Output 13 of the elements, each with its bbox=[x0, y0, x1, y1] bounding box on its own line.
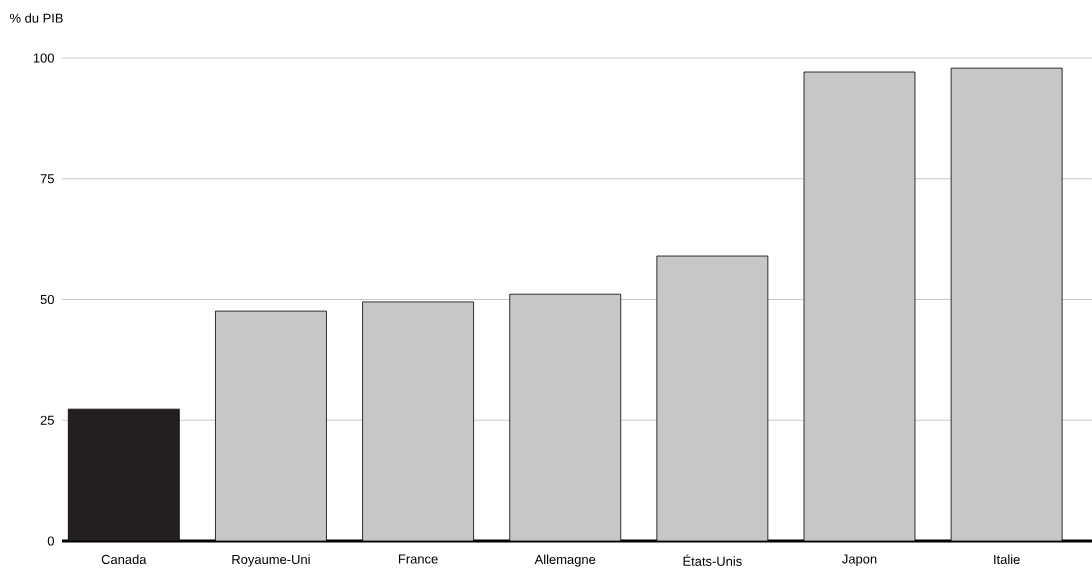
x-tick-label: Royaume-Uni bbox=[232, 554, 310, 567]
x-tick-label: Japon bbox=[842, 554, 877, 567]
x-tick-label: Canada bbox=[101, 554, 147, 565]
y-tick-label: 25 bbox=[40, 415, 54, 425]
x-tick-label: États-Unis bbox=[683, 554, 742, 566]
y-tick-label: 50 bbox=[40, 294, 54, 305]
y-tick-label: 0 bbox=[47, 536, 54, 546]
y-tick-label: 100 bbox=[33, 53, 54, 63]
x-tick-label: France bbox=[398, 554, 438, 564]
y-axis-title: % du PIB bbox=[9, 13, 63, 23]
y-tick-label: 75 bbox=[40, 174, 54, 184]
x-tick-label: Allemagne bbox=[534, 554, 596, 567]
x-tick-label: Italie bbox=[994, 554, 1020, 565]
